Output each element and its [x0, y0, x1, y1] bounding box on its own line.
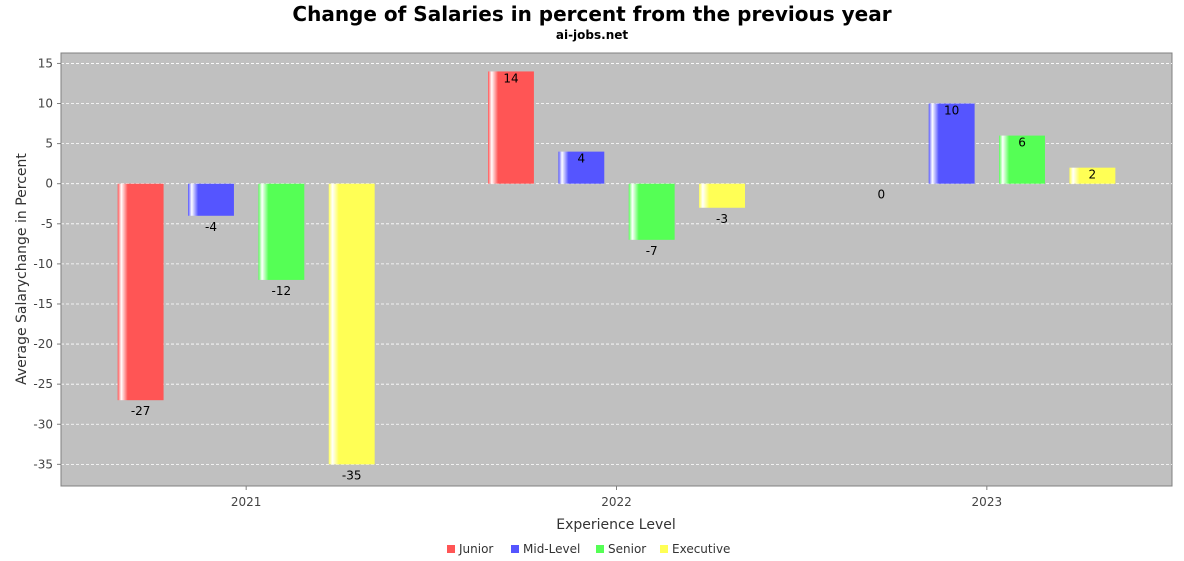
- y-tick-label: 0: [45, 177, 53, 191]
- chart-title: Change of Salaries in percent from the p…: [292, 2, 892, 26]
- legend-label: Senior: [608, 542, 646, 556]
- legend-swatch: [596, 545, 604, 553]
- bar-executive-2021: [328, 183, 375, 465]
- bar-executive-2022: [699, 183, 746, 208]
- data-label: 0: [877, 188, 885, 202]
- plot-area: [60, 52, 1173, 487]
- legend-item-executive: Executive: [660, 542, 730, 556]
- y-tick-label: -35: [33, 457, 53, 471]
- data-label: 14: [503, 71, 518, 85]
- y-axis: 15 10 5 0 -5 -10 -15 -20 -25 -30 -35: [33, 53, 62, 486]
- y-tick-label: -20: [33, 337, 53, 351]
- data-labels: -27 -4 -12 -35 14 4 -7 -3 0 10 6 2: [131, 71, 1096, 482]
- legend-label: Junior: [458, 542, 493, 556]
- bar-mid-level-2023: [928, 103, 975, 184]
- bar-senior-2023: [999, 135, 1045, 184]
- data-label: -7: [646, 244, 658, 258]
- x-tick-label: 2021: [231, 495, 262, 509]
- data-label: -3: [716, 212, 728, 226]
- y-tick-label: -5: [41, 217, 53, 231]
- data-label: 10: [944, 104, 959, 118]
- bar-senior-2022: [628, 183, 675, 240]
- x-tick-label: 2022: [601, 495, 632, 509]
- legend-swatch: [511, 545, 519, 553]
- data-label: -27: [131, 404, 151, 418]
- data-label: -12: [272, 284, 292, 298]
- data-label: -4: [205, 220, 217, 234]
- y-tick-label: 10: [38, 97, 53, 111]
- bar-mid-level-2021: [188, 183, 234, 216]
- x-axis: 2021 2022 2023: [61, 485, 1172, 509]
- legend: Junior Mid-Level Senior Executive: [447, 542, 730, 556]
- legend-swatch: [447, 545, 455, 553]
- plot-background: [60, 52, 1173, 487]
- y-tick-label: -10: [33, 257, 53, 271]
- bar-executive-2023: [1069, 167, 1116, 184]
- y-tick-label: 5: [45, 137, 53, 151]
- x-axis-title: Experience Level: [556, 517, 675, 533]
- bar-senior-2021: [258, 183, 305, 280]
- y-tick-label: -30: [33, 417, 53, 431]
- y-tick-label: -15: [33, 297, 53, 311]
- data-label: 6: [1018, 136, 1026, 150]
- y-tick-label: -25: [33, 377, 53, 391]
- grid-lines: [61, 63, 1172, 465]
- chart-subtitle: ai-jobs.net: [555, 28, 629, 42]
- legend-item-mid-level: Mid-Level: [511, 542, 580, 556]
- data-label: 2: [1089, 168, 1097, 182]
- legend-item-junior: Junior: [447, 542, 493, 556]
- data-label: -35: [342, 468, 362, 482]
- bars: [117, 71, 1116, 465]
- legend-label: Executive: [672, 542, 730, 556]
- bar-junior-2021: [117, 183, 164, 401]
- y-tick-label: 15: [38, 56, 53, 70]
- legend-swatch: [660, 545, 668, 553]
- legend-item-senior: Senior: [596, 542, 646, 556]
- bar-mid-level-2022: [558, 151, 605, 184]
- bar-junior-2022: [487, 71, 534, 184]
- legend-label: Mid-Level: [523, 542, 580, 556]
- y-axis-title: Average Salarychange in Percent: [14, 153, 30, 385]
- x-tick-label: 2023: [972, 495, 1003, 509]
- data-label: 4: [577, 152, 585, 166]
